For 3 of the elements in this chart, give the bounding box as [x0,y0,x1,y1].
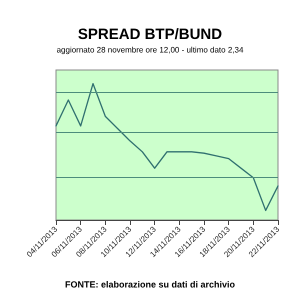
chart-title: SPREAD BTP/BUND [78,26,222,43]
chart-subtitle: aggiornato 28 novembre ore 12,00 - ultimo dato 2,34 [56,46,244,54]
source-note: FONTE: elaborazione su dati di archivio [64,280,236,290]
